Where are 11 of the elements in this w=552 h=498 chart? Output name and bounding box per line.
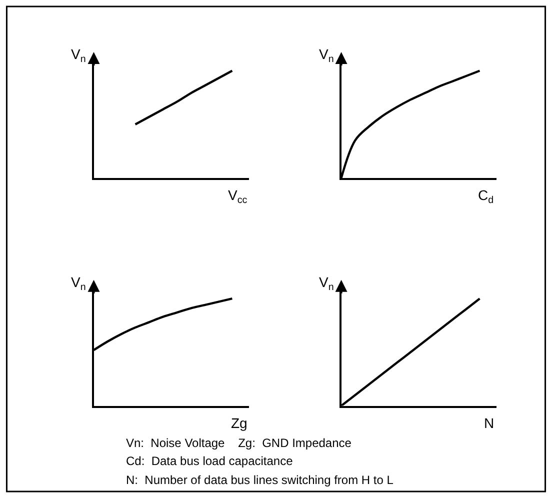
x-axis-title: Zg: [231, 415, 248, 431]
y-axis-title: V$_{n}$: [319, 46, 334, 65]
y-axis-title: V$_{n}$: [319, 274, 334, 293]
text: Cd: Data bus load capacitance: [126, 454, 294, 468]
y-axis-title: V$_{n}$: [71, 274, 86, 293]
y-axis-title: V$_{n}$: [71, 46, 86, 65]
text: Vn: Noise Voltage Zg: GND Impedance: [126, 436, 352, 450]
x-axis-title: C$_{d}$: [478, 187, 494, 206]
text: N: Number of data bus lines switching from H to L: [126, 473, 394, 487]
x-axis-title: V$_{cc}$: [228, 187, 248, 206]
x-axis-title: N: [484, 415, 494, 431]
